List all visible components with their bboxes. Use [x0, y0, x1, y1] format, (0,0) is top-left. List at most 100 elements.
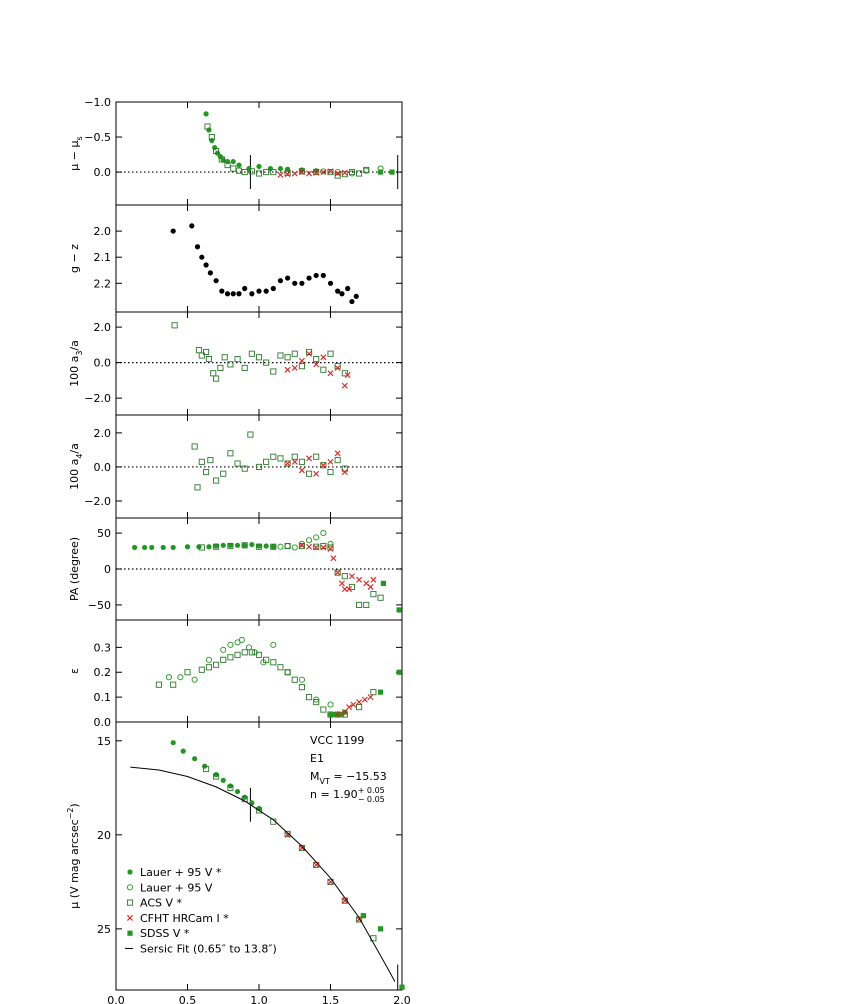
point — [330, 711, 336, 718]
point — [349, 298, 355, 305]
point — [213, 543, 219, 549]
point — [212, 144, 218, 151]
text-span: /a — [68, 340, 81, 350]
point — [213, 773, 220, 780]
point — [213, 661, 220, 668]
point — [234, 542, 241, 548]
point — [270, 285, 276, 292]
point — [313, 356, 320, 363]
point — [327, 545, 334, 552]
point — [284, 354, 291, 361]
point — [277, 171, 284, 178]
point — [263, 458, 270, 465]
point — [177, 674, 184, 681]
point — [380, 580, 387, 586]
legend-label: Lauer + 95 V — [140, 881, 213, 894]
point — [198, 458, 205, 465]
point — [338, 580, 345, 587]
point — [341, 169, 348, 176]
annotation: MVT = −15.53 — [310, 770, 387, 786]
text-span: 3 — [75, 351, 84, 356]
y-axis-label: ε — [68, 668, 81, 674]
point — [356, 170, 363, 177]
point — [341, 897, 348, 904]
point — [285, 166, 291, 172]
fit-line — [130, 766, 396, 982]
point — [213, 375, 220, 382]
panel-frame — [115, 101, 403, 206]
point — [203, 468, 210, 476]
point — [313, 544, 320, 551]
y-tick-label: 25 — [97, 923, 111, 936]
point — [227, 783, 233, 789]
y-tick-label: 0.3 — [94, 641, 112, 654]
point — [298, 845, 305, 851]
point — [220, 646, 227, 653]
point — [320, 354, 327, 361]
point — [220, 470, 227, 477]
point — [306, 275, 312, 281]
point — [399, 984, 405, 990]
text-span: n = 1.90 — [310, 788, 358, 801]
panel: −1.0 −0.5 0.0 μ − μs — [68, 96, 403, 206]
text-span: ) — [68, 803, 81, 807]
text-span: μ − μ — [68, 140, 81, 170]
point — [198, 352, 205, 359]
point — [203, 765, 210, 773]
point — [327, 544, 334, 551]
text-span: 100 a — [68, 356, 81, 387]
y-tick-label: −1.0 — [84, 96, 111, 109]
point — [242, 285, 248, 292]
y-tick-label: 0 — [104, 563, 111, 576]
point — [334, 364, 341, 371]
point — [305, 537, 313, 544]
point — [306, 694, 313, 701]
point — [377, 169, 384, 175]
point — [227, 361, 234, 368]
point — [363, 166, 370, 174]
y-axis-label: μ (V mag arcsec−2) — [66, 803, 81, 908]
point — [227, 784, 234, 791]
point — [227, 654, 234, 661]
text-span: g − z — [68, 244, 81, 273]
point — [363, 601, 370, 608]
y-tick-label: 0.2 — [94, 666, 112, 679]
point — [298, 467, 305, 474]
point — [248, 649, 255, 656]
point — [284, 669, 291, 676]
point — [370, 689, 377, 696]
point — [198, 666, 205, 673]
point — [389, 169, 395, 175]
point — [191, 676, 198, 683]
point — [206, 127, 212, 133]
point — [160, 544, 166, 551]
panel: −2.0 0.0 2.0 100 a3/a — [68, 311, 403, 416]
point — [165, 674, 172, 681]
legend-label: Lauer + 95 V * — [140, 866, 222, 879]
point — [291, 350, 298, 357]
y-axis-label: g − z — [68, 244, 81, 273]
point — [203, 262, 209, 268]
point — [396, 669, 402, 675]
panel: 2.0 2.1 2.2 g − z — [68, 204, 403, 313]
point — [255, 543, 263, 550]
point — [348, 170, 356, 177]
point — [249, 800, 255, 806]
point — [210, 370, 217, 377]
y-tick-label: 0.1 — [94, 691, 112, 704]
point — [209, 137, 215, 144]
point — [334, 363, 341, 370]
point — [306, 350, 313, 357]
point — [217, 364, 224, 371]
point — [195, 347, 202, 354]
point — [241, 465, 248, 472]
point — [334, 569, 341, 576]
x-tick-label: 1.5 — [322, 994, 340, 1004]
point — [207, 457, 214, 464]
text-span: s — [75, 136, 84, 140]
point — [298, 458, 305, 465]
y-tick-label: 2.1 — [94, 251, 112, 264]
point — [234, 356, 241, 363]
point — [361, 696, 368, 703]
point — [220, 542, 226, 548]
